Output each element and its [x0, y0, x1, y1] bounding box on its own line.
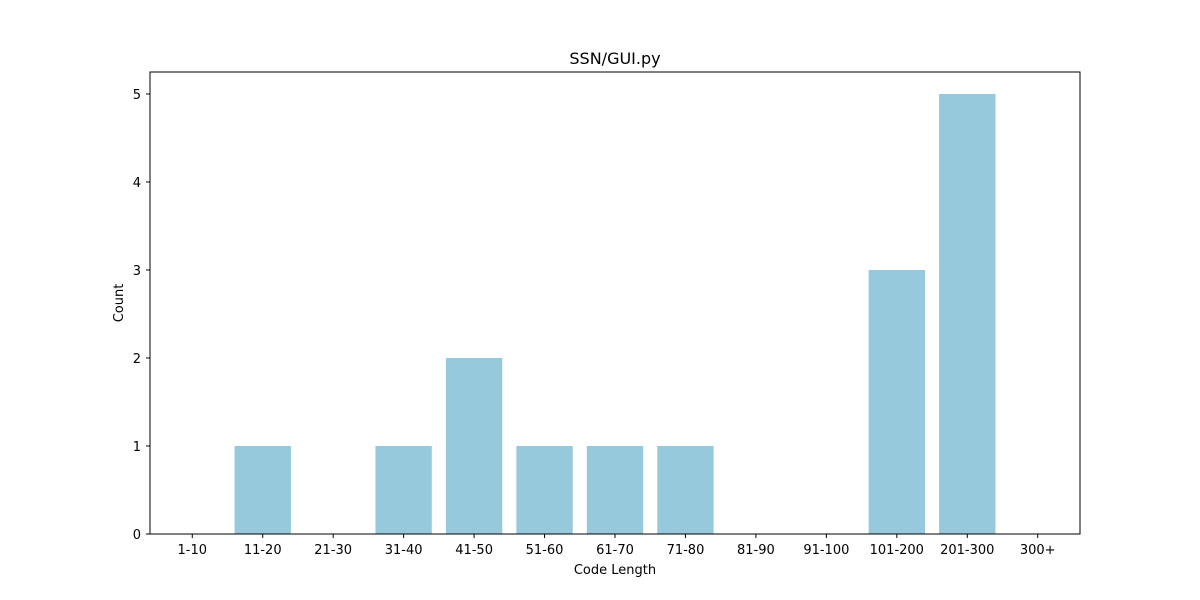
- x-tick-label: 1-10: [178, 543, 208, 558]
- x-tick-label: 11-20: [244, 543, 282, 558]
- bar-61-70: [586, 446, 644, 534]
- x-tick-label: 61-70: [596, 543, 634, 558]
- x-tick-label: 300+: [1020, 543, 1056, 558]
- x-tick-label: 101-200: [870, 543, 924, 558]
- x-tick-label: 41-50: [455, 543, 493, 558]
- bars: [234, 94, 996, 534]
- y-axis-label: Count: [112, 284, 127, 323]
- x-axis-label: Code Length: [574, 563, 656, 578]
- bar-31-40: [375, 446, 432, 534]
- x-tick-label: 81-90: [737, 543, 775, 558]
- bar-201-300: [939, 94, 996, 534]
- x-tick-label: 91-100: [803, 543, 849, 558]
- bar-11-20: [234, 446, 291, 534]
- x-tick-label: 31-40: [385, 543, 423, 558]
- x-tick-label: 201-300: [940, 543, 994, 558]
- y-axis-ticks: 0 1 2 3 4 5: [133, 88, 150, 543]
- chart-title: SSN/GUI.py: [569, 49, 660, 68]
- bar-71-80: [657, 446, 714, 534]
- y-tick-label: 4: [133, 176, 141, 191]
- x-tick-label: 21-30: [314, 543, 352, 558]
- y-tick-label: 2: [133, 352, 141, 367]
- bar-41-50: [445, 358, 503, 534]
- bar-101-200: [868, 270, 925, 534]
- x-tick-label: 71-80: [667, 543, 705, 558]
- y-tick-label: 1: [133, 440, 141, 455]
- bar-51-60: [516, 446, 573, 534]
- x-tick-label: 51-60: [526, 543, 564, 558]
- x-axis-ticks: 1-10 11-20 21-30 31-40 41-50 51-60 61-70 71-80 8…: [178, 534, 1056, 558]
- y-tick-label: 0: [133, 528, 141, 543]
- y-tick-label: 3: [133, 264, 141, 279]
- y-tick-label: 5: [133, 88, 141, 103]
